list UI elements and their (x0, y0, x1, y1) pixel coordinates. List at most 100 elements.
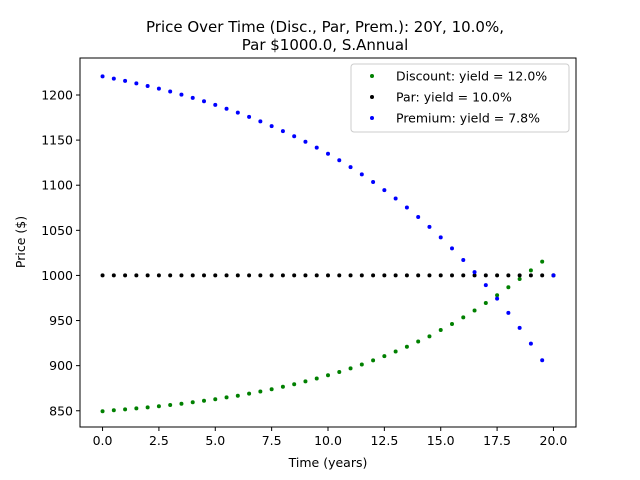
data-point (314, 145, 319, 150)
data-point (528, 273, 533, 278)
data-point (348, 273, 353, 278)
data-point (528, 341, 533, 346)
data-point (280, 129, 285, 134)
data-point (145, 83, 150, 88)
data-point (416, 273, 421, 278)
data-point (551, 273, 556, 278)
legend-label: Par: yield = 10.0% (396, 90, 512, 105)
data-point (404, 344, 409, 349)
data-point (438, 235, 443, 240)
series-0 (100, 259, 556, 414)
data-point (100, 273, 105, 278)
data-point (123, 78, 128, 83)
data-point (100, 409, 105, 414)
y-tick-label: 850 (49, 403, 73, 418)
y-axis-label: Price ($) (13, 216, 28, 268)
data-point (111, 76, 116, 81)
data-point (517, 325, 522, 330)
data-point (472, 273, 477, 278)
data-point (472, 308, 477, 313)
data-point (269, 273, 274, 278)
data-point (156, 273, 161, 278)
data-point (269, 387, 274, 392)
data-point (404, 273, 409, 278)
axes-frame (79, 57, 577, 428)
data-point (450, 273, 454, 278)
legend: Discount: yield = 12.0% Par: yield = 10.0… (350, 63, 570, 133)
x-tick-label: 20.0 (540, 433, 568, 448)
y-tick-label: 950 (49, 313, 73, 328)
data-point (528, 268, 533, 273)
data-point (326, 151, 330, 156)
data-point (438, 273, 443, 278)
x-tick-label: 2.5 (149, 433, 169, 448)
data-point (179, 401, 184, 406)
data-point (235, 393, 240, 398)
data-point (303, 273, 308, 278)
data-point (123, 273, 128, 278)
data-point (495, 293, 500, 298)
data-point (416, 339, 421, 344)
data-point (292, 273, 297, 278)
data-point (337, 273, 342, 278)
data-point (235, 273, 240, 278)
data-point (156, 86, 161, 91)
x-axis-label: Time (years) (288, 455, 368, 470)
data-point (450, 321, 454, 326)
series-2 (100, 74, 556, 363)
data-point (303, 139, 308, 144)
x-tick-label: 10.0 (314, 433, 342, 448)
data-point (258, 119, 263, 124)
data-point (258, 273, 263, 278)
x-tick-label: 0.0 (93, 433, 113, 448)
y-tick-label: 900 (49, 358, 73, 373)
legend-marker (370, 116, 374, 120)
x-tick-label: 17.5 (483, 433, 511, 448)
data-point (517, 276, 522, 281)
data-point (461, 258, 466, 262)
data-point (224, 273, 229, 278)
x-axis: 0.0 2.5 5.0 7.5 10.0 12.5 15.0 17.5 20.0 (93, 427, 568, 448)
data-point (168, 402, 173, 407)
legend-marker (370, 74, 374, 78)
data-point (179, 92, 184, 97)
data-point (337, 158, 342, 163)
data-point (247, 114, 252, 119)
data-point (483, 273, 488, 278)
data-point (190, 273, 195, 278)
legend-label: Premium: yield = 7.8% (396, 111, 540, 126)
data-point (393, 196, 398, 201)
legend-marker (370, 95, 374, 99)
data-point (540, 273, 545, 278)
x-tick-label: 7.5 (262, 433, 282, 448)
series-1 (100, 273, 556, 278)
data-point (280, 384, 285, 389)
data-point (179, 273, 184, 278)
data-point (348, 366, 353, 371)
data-point (134, 406, 139, 411)
data-point (348, 165, 353, 170)
data-point (506, 285, 511, 290)
data-point (269, 124, 274, 129)
data-point (393, 273, 398, 278)
data-point (190, 400, 195, 405)
data-point (461, 315, 466, 320)
data-point (438, 328, 443, 333)
chart-title-line2: Par $1000.0, S.Annual (242, 36, 409, 54)
y-axis: 850 900 950 1000 1050 1100 1150 1200 (41, 87, 80, 418)
data-point (303, 379, 308, 384)
data-point (404, 205, 409, 210)
data-point (483, 283, 488, 288)
data-point (292, 382, 297, 387)
x-tick-label: 5.0 (205, 433, 225, 448)
data-point (506, 310, 511, 315)
data-point (190, 95, 195, 100)
y-tick-label: 1100 (41, 178, 73, 193)
data-point (506, 273, 511, 278)
legend-label: Discount: yield = 12.0% (396, 69, 547, 84)
chart-title-line1: Price Over Time (Disc., Par, Prem.): 20Y… (146, 18, 504, 36)
legend-box (350, 63, 570, 133)
data-point (427, 224, 432, 229)
data-point (359, 273, 364, 278)
